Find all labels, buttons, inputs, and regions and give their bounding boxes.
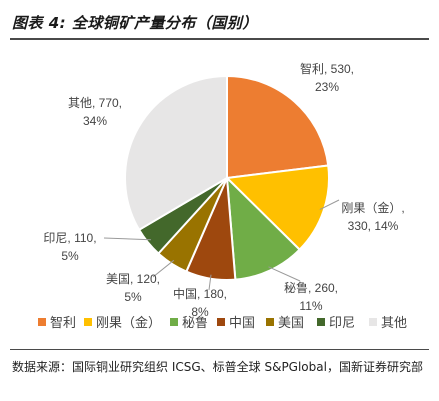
data-label-6-0: 其他, 770, xyxy=(68,96,122,110)
title-rule xyxy=(10,38,429,40)
legend-swatch-3 xyxy=(217,318,225,326)
data-label-1-0: 刚果（金）, xyxy=(341,200,404,215)
legend-swatch-5 xyxy=(317,318,325,326)
data-label-3-0: 中国, 180, xyxy=(173,286,227,301)
data-label-5-1: 5% xyxy=(61,249,79,263)
legend-label-4: 美国 xyxy=(278,315,304,330)
legend-label-6: 其他 xyxy=(381,315,407,330)
legend: 智利 刚果（金） 秘鲁 中国 美国 印尼 其他 xyxy=(38,315,407,330)
source-rule xyxy=(10,349,429,350)
legend-swatch-4 xyxy=(266,318,274,326)
pie-chart: 智利, 530, 23% 刚果（金）, 330, 14% 秘鲁, 260, 11% 中国, … xyxy=(38,61,407,330)
data-label-4-1: 5% xyxy=(124,290,142,304)
data-labels: 智利, 530, 23% 刚果（金）, 330, 14% 秘鲁, 260, 11% 中国, … xyxy=(43,61,404,319)
legend-swatch-6 xyxy=(369,318,377,326)
pie-slices xyxy=(124,74,330,282)
source-note: 数据来源：国际铜业研究组织 ICSG、标普全球 S&PGlobal，国新证券研究… xyxy=(12,360,423,374)
data-label-2-1: 11% xyxy=(299,299,322,313)
leader-line-2 xyxy=(268,266,301,282)
legend-label-3: 中国 xyxy=(229,315,255,330)
legend-label-5: 印尼 xyxy=(329,315,355,330)
leader-lines xyxy=(103,199,340,291)
figure-title: 图表 4: 全球铜矿产量分布（国别） xyxy=(12,14,258,32)
legend-label-0: 智利 xyxy=(50,315,76,330)
data-label-0-1: 23% xyxy=(315,80,339,94)
data-label-3-1: 8% xyxy=(191,305,209,319)
pie-slice-0 xyxy=(226,74,330,180)
legend-label-2: 秘鲁 xyxy=(182,315,208,330)
data-label-6-1: 34% xyxy=(83,114,107,128)
data-label-4-0: 美国, 120, xyxy=(106,272,160,286)
legend-swatch-1 xyxy=(84,318,92,326)
legend-label-1: 刚果（金） xyxy=(96,315,161,330)
leader-line-5 xyxy=(103,237,152,241)
data-label-5-0: 印尼, 110, xyxy=(43,231,96,245)
leader-line-1 xyxy=(319,199,340,211)
pie-slice-2 xyxy=(225,175,302,281)
legend-swatch-0 xyxy=(38,318,46,326)
data-label-1-1: 330, 14% xyxy=(348,219,399,233)
pie-slice-6 xyxy=(124,74,228,232)
pie-slice-1 xyxy=(224,164,330,252)
data-label-2-0: 秘鲁, 260, xyxy=(284,281,338,295)
leader-line-3 xyxy=(208,274,212,291)
leader-line-4 xyxy=(152,259,175,278)
legend-swatch-2 xyxy=(170,318,178,326)
data-label-0-0: 智利, 530, xyxy=(300,61,354,76)
